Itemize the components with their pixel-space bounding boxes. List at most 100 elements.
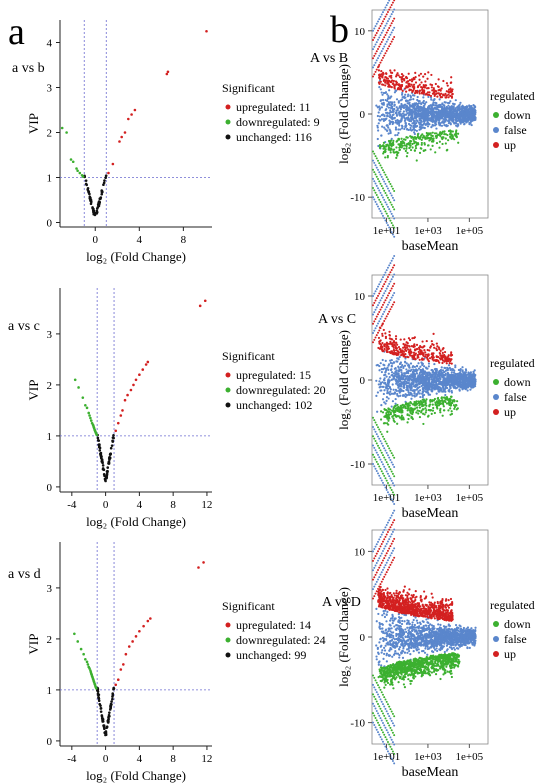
point-false xyxy=(384,402,387,405)
point-down xyxy=(426,415,430,418)
point-up xyxy=(392,82,395,85)
point-streak-up xyxy=(388,282,391,285)
point-false xyxy=(413,94,416,97)
point-false xyxy=(388,375,391,379)
point-false xyxy=(387,102,391,105)
point-down xyxy=(386,417,389,420)
point-false xyxy=(389,368,393,372)
point-up xyxy=(406,355,409,359)
point-unchanged xyxy=(99,452,102,456)
point-false xyxy=(400,93,404,96)
point-down xyxy=(420,143,423,146)
point-down xyxy=(444,397,447,401)
legend-marker xyxy=(493,394,499,400)
point-false xyxy=(386,387,390,391)
point-false xyxy=(396,107,399,111)
point-false xyxy=(461,374,464,377)
point-unchanged xyxy=(99,710,103,713)
point-streak-up xyxy=(389,289,392,292)
legend-entry: false xyxy=(504,123,527,137)
point-false xyxy=(402,95,406,98)
point-false xyxy=(448,118,451,121)
point-streak-down xyxy=(375,433,378,436)
point-unchanged xyxy=(97,201,101,205)
point-false xyxy=(425,115,429,118)
point-down xyxy=(397,405,400,409)
point-streak-up xyxy=(373,329,376,332)
point-up xyxy=(378,73,381,76)
point-streak-up xyxy=(384,299,387,302)
point-streak-down xyxy=(388,456,391,459)
point-down xyxy=(386,156,389,159)
x-axis-label: log₂ (Fold Change) xyxy=(86,514,186,529)
point-streak-down xyxy=(381,178,384,181)
point-upregulated xyxy=(120,135,123,139)
point-up xyxy=(408,85,412,88)
point-false xyxy=(459,101,462,104)
point-unchanged xyxy=(84,179,88,182)
point-false xyxy=(424,647,427,650)
legend-entry: down xyxy=(504,108,531,122)
point-unchanged xyxy=(96,436,100,440)
point-false xyxy=(383,377,386,380)
point-false xyxy=(412,98,415,101)
point-false xyxy=(404,117,407,120)
point-false xyxy=(398,368,401,371)
point-upregulated xyxy=(166,70,170,74)
point-false xyxy=(383,126,386,129)
point-false xyxy=(472,109,475,112)
point-up xyxy=(383,343,386,347)
legend-entry: upregulated: 15 xyxy=(236,368,311,382)
point-streak-down xyxy=(383,437,386,440)
point-down xyxy=(408,146,411,150)
point-down xyxy=(385,145,388,148)
point-false xyxy=(438,115,441,118)
point-false xyxy=(395,109,398,112)
legend-entry: down xyxy=(504,375,531,389)
point-downregulated xyxy=(73,632,76,636)
point-false xyxy=(407,369,410,373)
point-unchanged xyxy=(103,731,107,734)
point-upregulated xyxy=(114,429,118,433)
point-streak-up xyxy=(375,41,378,44)
point-up xyxy=(436,95,439,98)
point-false xyxy=(404,361,407,364)
point-streak-up xyxy=(374,43,377,46)
point-false xyxy=(397,366,400,369)
point-streak-up xyxy=(372,322,375,325)
point-up xyxy=(384,335,388,338)
point-unchanged xyxy=(95,209,99,213)
point-streak-up xyxy=(381,20,384,23)
point-unchanged xyxy=(100,189,104,192)
point-streak-down xyxy=(384,210,387,213)
point-streak-up xyxy=(379,317,382,320)
point-false xyxy=(393,104,396,107)
point-false xyxy=(402,110,405,113)
point-downregulated xyxy=(60,126,64,130)
point-streak-up xyxy=(383,27,386,30)
point-false xyxy=(390,110,393,114)
point-false xyxy=(385,129,389,132)
point-false xyxy=(448,390,451,393)
point-false xyxy=(387,101,391,104)
point-false xyxy=(390,137,393,140)
point-false xyxy=(461,370,464,373)
point-false xyxy=(449,377,452,381)
point-false xyxy=(420,379,424,382)
point-streak-up xyxy=(384,52,387,55)
legend-marker xyxy=(225,387,231,393)
point-streak-down xyxy=(378,447,381,450)
point-down xyxy=(382,422,386,425)
point-streak-down xyxy=(391,206,394,209)
point-streak-up xyxy=(374,318,377,321)
point-unchanged xyxy=(111,692,115,695)
point-streak-down xyxy=(381,205,384,208)
point-false xyxy=(403,382,406,386)
point-false xyxy=(389,131,392,135)
point-up xyxy=(434,82,437,86)
point-unchanged xyxy=(92,211,96,214)
y-tick-label: 3 xyxy=(47,329,53,341)
point-unchanged xyxy=(109,446,113,450)
point-false xyxy=(404,126,407,129)
point-down xyxy=(449,403,452,406)
